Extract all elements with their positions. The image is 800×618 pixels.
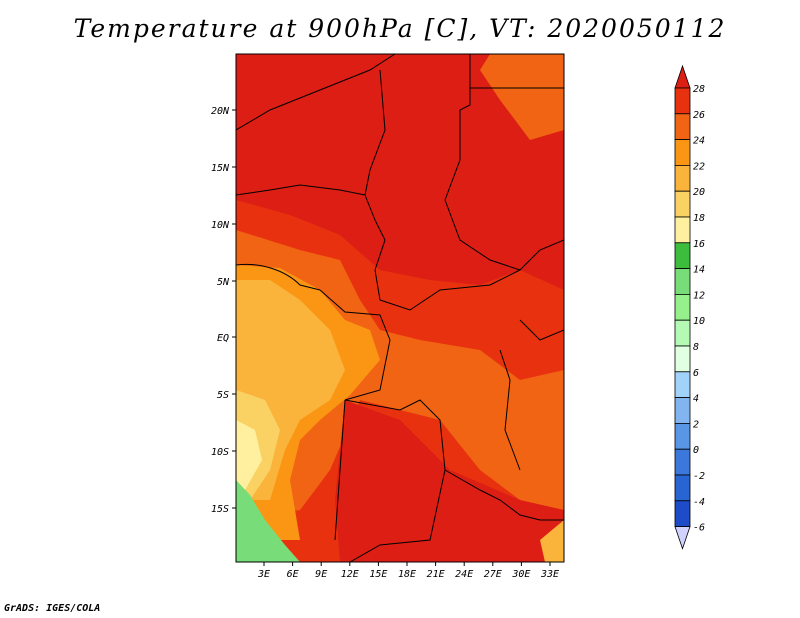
colorbar-label: 18 <box>693 213 705 224</box>
lat-tick-label: 5S <box>217 390 229 401</box>
colorbar-label: -6 <box>693 523 705 534</box>
colorbar-label: 4 <box>693 394 699 405</box>
colorbar-label: -2 <box>693 471 705 482</box>
colorbar-segment <box>674 371 691 398</box>
lon-tick-label: 3E <box>257 569 270 580</box>
lon-tick-label: 33E <box>540 569 559 580</box>
map-frame <box>235 53 565 563</box>
colorbar-label: 6 <box>693 368 699 379</box>
colorbar-label: 0 <box>693 445 699 456</box>
lon-tick-label: 30E <box>511 569 530 580</box>
colorbar-segment <box>674 500 691 527</box>
lon-tick-label: 24E <box>455 569 473 580</box>
colorbar-segment <box>674 474 691 502</box>
colorbar-segment <box>674 139 691 166</box>
colorbar-label: 2 <box>693 419 699 430</box>
colorbar-segment <box>674 268 691 295</box>
colorbar-bottom-arrow <box>674 526 691 550</box>
lon-tick-label: 21E <box>427 569 445 580</box>
lon-tick-label: 15E <box>369 569 387 580</box>
colorbar-label: 12 <box>693 290 705 301</box>
colorbar-segment <box>674 422 691 450</box>
colorbar-segment <box>674 113 691 141</box>
colorbar-label: 14 <box>693 265 705 276</box>
colorbar-label: 22 <box>693 161 705 172</box>
temperature-field <box>236 54 564 562</box>
colorbar-label: 8 <box>693 342 699 353</box>
lat-tick-label: 5N <box>217 277 230 288</box>
lat-tick-label: 10N <box>211 220 230 231</box>
colorbar-segment <box>674 345 691 373</box>
latitude-axis: 20N 15N 10N 5N EQ 5S 10S 15S <box>211 106 236 515</box>
longitude-axis: 3E 6E 9E 12E 15E 18E 21E 24E 27E 30E 33E <box>257 562 559 580</box>
lat-tick-label: 20N <box>211 106 230 117</box>
colorbar-segment <box>674 87 691 115</box>
colorbar-label: 20 <box>693 187 705 198</box>
colorbar-label: -4 <box>693 497 705 508</box>
lon-tick-label: 18E <box>398 569 416 580</box>
lat-tick-label: 10S <box>211 447 229 458</box>
colorbar-segment <box>674 164 691 192</box>
chart-title: Temperature at 900hPa [C], VT: 202005011… <box>73 14 727 43</box>
colorbar-segment <box>674 190 691 218</box>
colorbar-label: 10 <box>693 316 705 327</box>
lon-tick-label: 6E <box>287 569 299 580</box>
lat-tick-label: 15N <box>211 163 230 174</box>
colorbar-label: 26 <box>693 110 705 121</box>
colorbar-segment <box>674 293 691 321</box>
colorbar-segment <box>674 319 691 347</box>
colorbar-segment <box>674 242 691 270</box>
lat-tick-label: 15S <box>211 504 229 515</box>
lat-tick-label: EQ <box>217 333 229 344</box>
lon-tick-label: 9E <box>315 569 327 580</box>
credit-label: GrADS: IGES/COLA <box>4 603 101 614</box>
lon-tick-label: 12E <box>341 569 359 580</box>
colorbar-label: 24 <box>693 136 705 147</box>
colorbar-segment <box>674 448 691 476</box>
colorbar-segment <box>674 397 691 424</box>
country-borders <box>236 54 564 562</box>
colorbar-label: 28 <box>693 84 705 95</box>
colorbar-top-arrow <box>674 64 691 89</box>
colorbar-segment <box>674 216 691 244</box>
colorbar-label: 16 <box>693 239 705 250</box>
lon-tick-label: 27E <box>484 569 502 580</box>
